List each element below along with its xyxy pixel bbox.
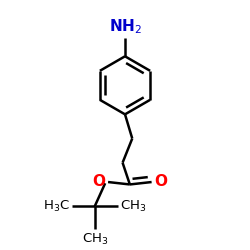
Text: CH$_3$: CH$_3$ [120,199,146,214]
Text: CH$_3$: CH$_3$ [82,232,108,247]
Text: O: O [155,174,168,189]
Text: H$_3$C: H$_3$C [43,199,70,214]
Text: O: O [92,174,105,189]
Text: NH$_2$: NH$_2$ [108,18,142,36]
